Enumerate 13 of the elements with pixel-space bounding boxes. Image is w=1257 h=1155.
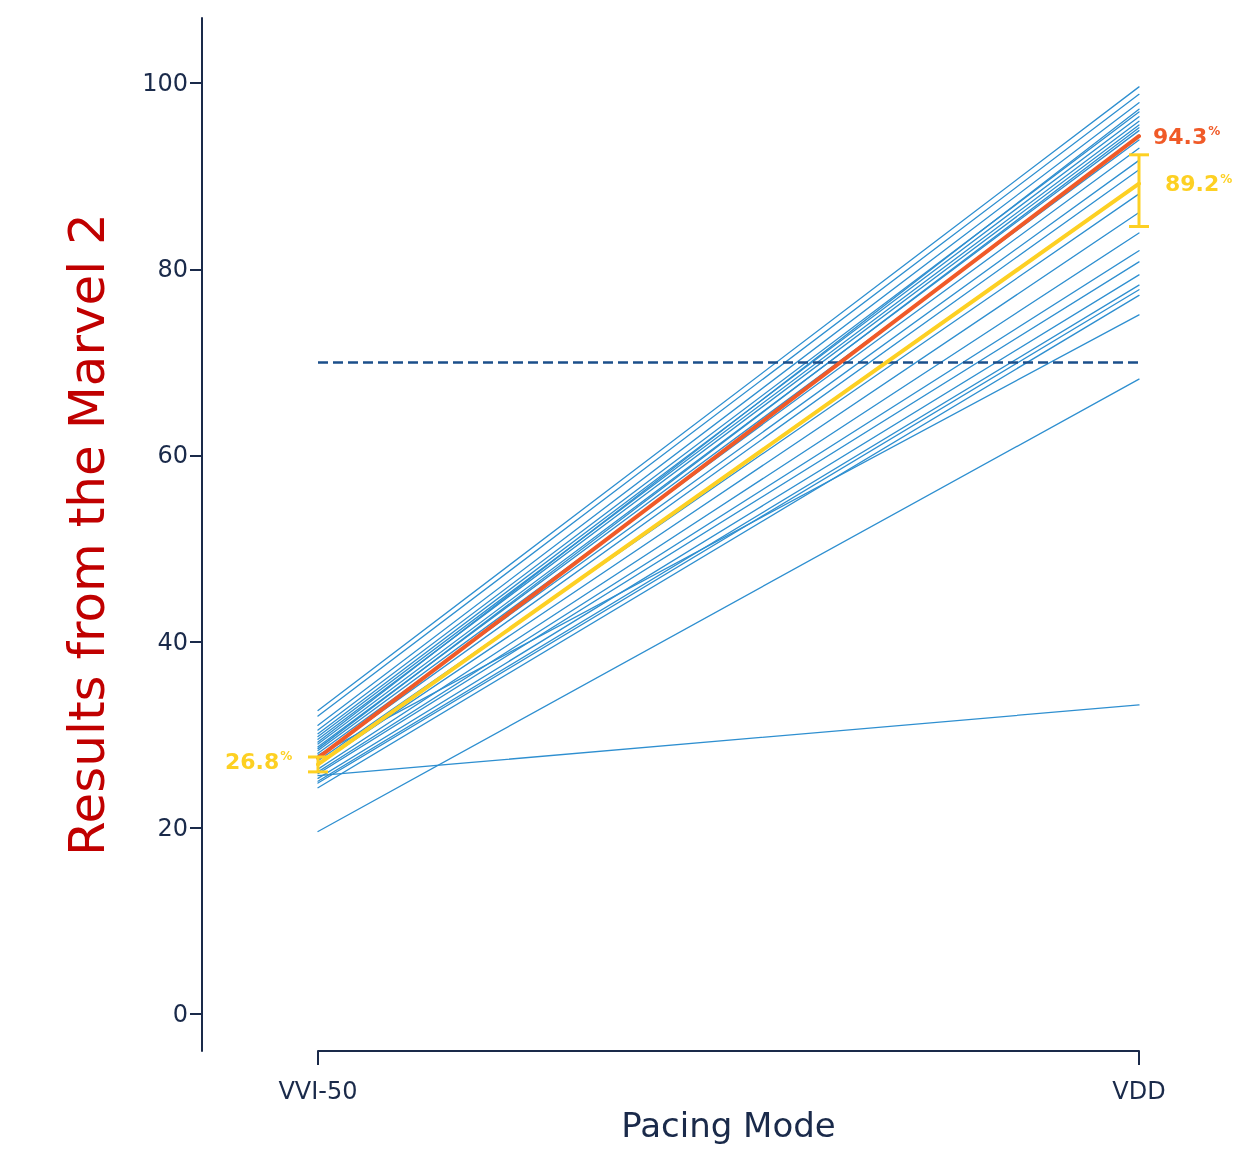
y-axis-title: Results from the Marvel 2 <box>58 213 116 857</box>
y-tick-label: 0 <box>172 999 188 1028</box>
y-tick-label: 20 <box>157 813 188 842</box>
x-axis-title: Pacing Mode <box>621 1105 836 1145</box>
y-tick-label: 60 <box>157 441 188 470</box>
y-tick-label: 40 <box>157 627 188 656</box>
data-label: 89.2% <box>1165 171 1233 197</box>
y-tick-label: 80 <box>157 255 188 284</box>
x-tick-label: VDD <box>1112 1077 1166 1106</box>
data-label: 94.3% <box>1153 123 1221 149</box>
x-tick-label: VVI-50 <box>278 1077 358 1106</box>
y-tick-label: 100 <box>142 69 188 98</box>
data-label: 26.8% <box>225 748 293 774</box>
